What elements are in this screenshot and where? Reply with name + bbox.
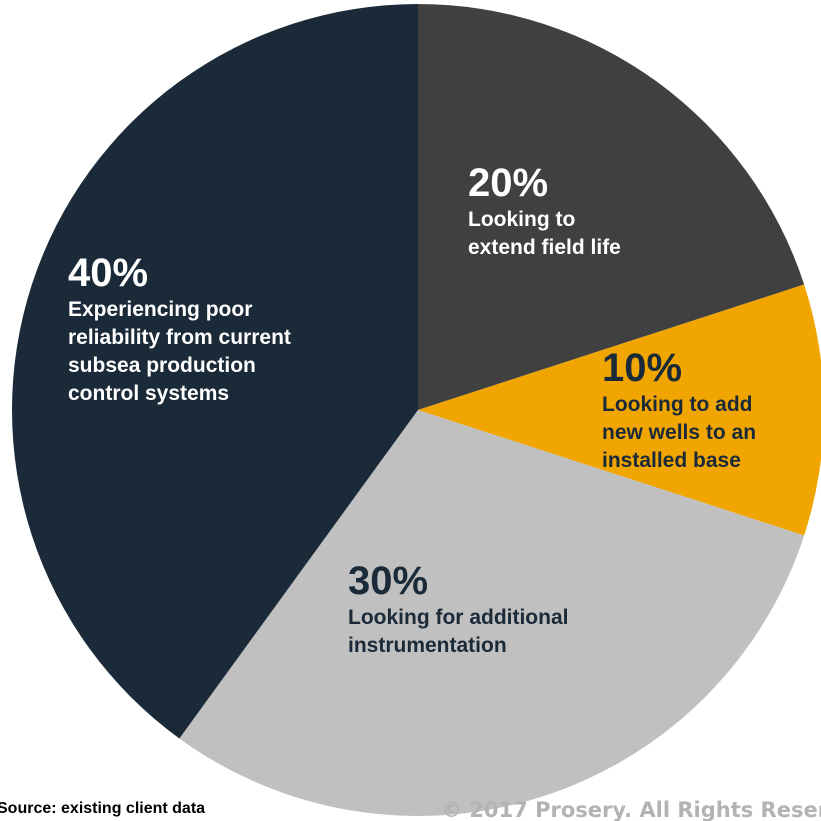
slice-label-poor-reliability: 40% Experiencing poor reliability from c…: [68, 250, 291, 408]
slice-description-label: Experiencing poor reliability from curre…: [68, 298, 291, 405]
slice-label-extend-field-life: 20% Looking to extend field life: [468, 160, 621, 262]
slice-description-label: Looking to add new wells to an installed…: [602, 393, 757, 472]
pie-slice-extend-field-life: [418, 4, 805, 410]
pie-slice-poor-reliability: [12, 4, 419, 739]
slice-label-additional-instrumentation: 30% Looking for additional instrumentati…: [348, 558, 568, 660]
slice-description-label: Looking for additional instrumentation: [348, 606, 569, 657]
slice-label-add-new-wells: 10% Looking to add new wells to an insta…: [602, 345, 756, 475]
copyright-note: © 2017 Prosery. All Rights Reserved: [441, 798, 821, 821]
slice-percent-label: 30%: [348, 559, 429, 603]
source-note: Source: existing client data: [0, 800, 206, 817]
pie-slice-add-new-wells: [418, 284, 821, 536]
slice-percent-label: 20%: [468, 161, 549, 205]
slice-percent-label: 40%: [68, 251, 149, 295]
slice-description-label: Looking to extend field life: [468, 208, 621, 259]
slice-percent-label: 10%: [602, 346, 683, 390]
pie-slice-additional-instrumentation: [179, 410, 805, 816]
